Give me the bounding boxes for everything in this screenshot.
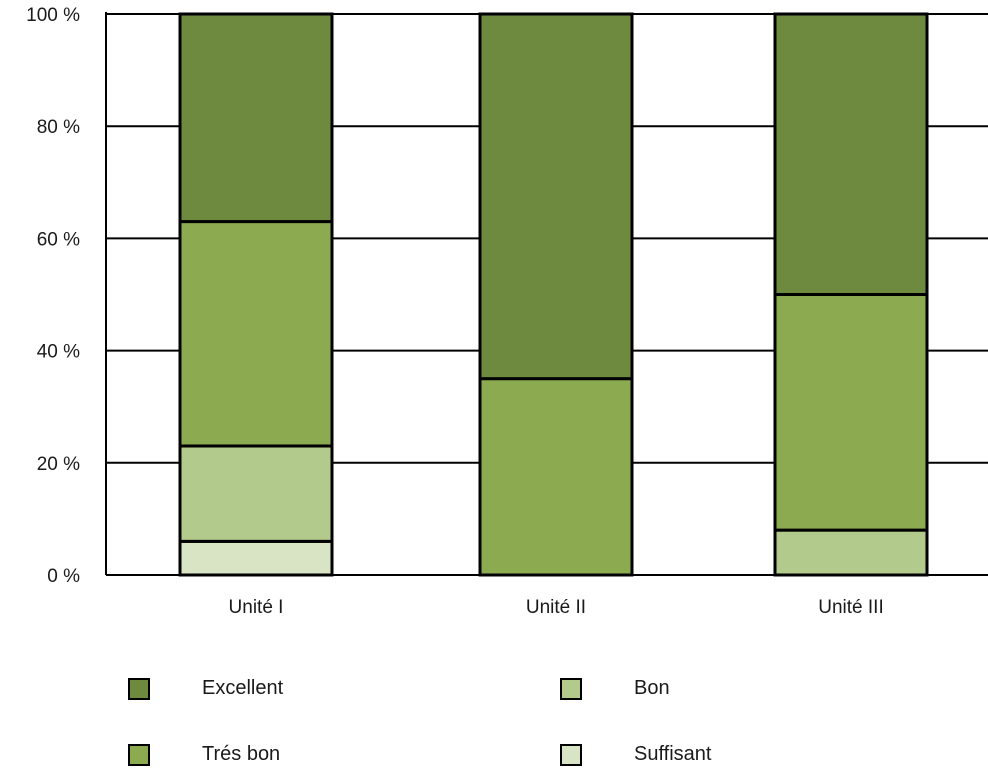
bar-segment [178, 539, 334, 577]
y-tick-label: 20 % [37, 454, 80, 475]
axis-labels: 0 % 20 % 40 % 60 % 80 % 100 % Unité I Unité II U… [26, 5, 884, 618]
x-tick-label: Unité I [229, 597, 284, 618]
x-tick-label: Unité II [526, 597, 586, 618]
axes [105, 12, 988, 576]
bars [178, 12, 929, 577]
bar-segment [178, 220, 334, 448]
y-tick-label: 100 % [26, 5, 80, 26]
bar-segment [478, 377, 634, 577]
bar-segment [773, 12, 929, 296]
y-tick-label: 60 % [37, 229, 80, 250]
bar-segment [178, 12, 334, 224]
bar-segment [478, 12, 634, 381]
y-tick-label: 40 % [37, 342, 80, 363]
y-tick-label: 0 % [47, 566, 80, 587]
x-tick-label: Unité III [818, 597, 883, 618]
bar-segment [773, 528, 929, 577]
y-tick-label: 80 % [37, 117, 80, 138]
bar-segment [178, 444, 334, 543]
bar-segment [773, 293, 929, 532]
